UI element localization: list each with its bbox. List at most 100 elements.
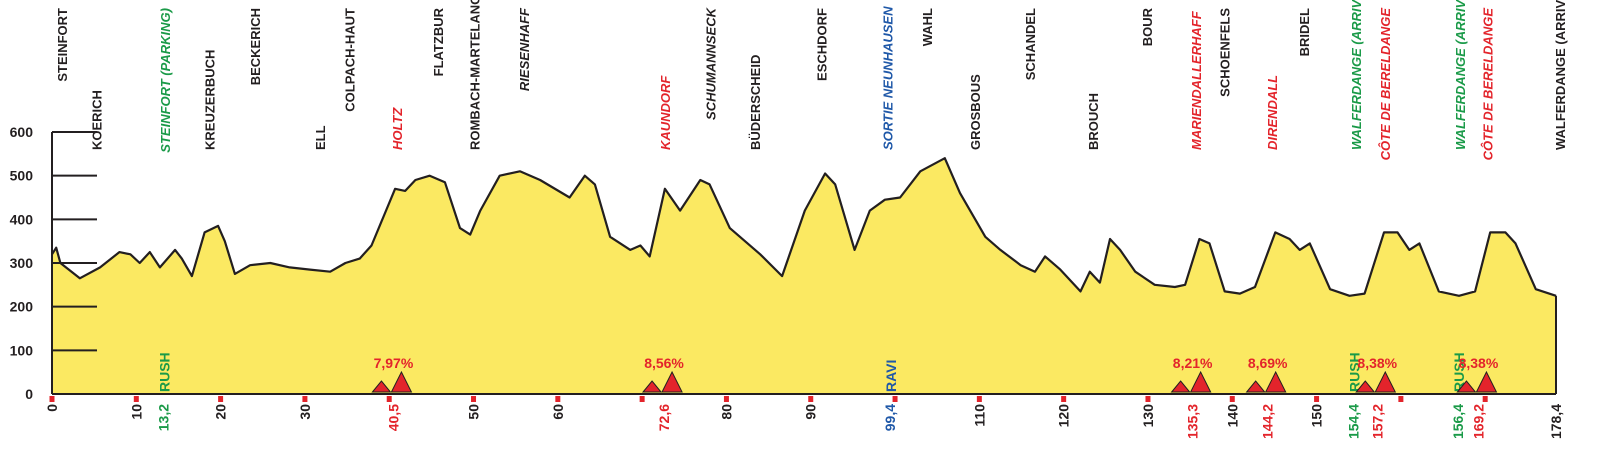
x-tick <box>49 396 55 402</box>
x-tick-label: 90 <box>803 404 819 420</box>
climb-icon <box>1264 370 1287 393</box>
x-tick <box>1314 396 1320 402</box>
x-tick-label: 20 <box>213 404 229 420</box>
place-label: HOLTZ <box>390 107 405 150</box>
x-tick <box>1145 396 1151 402</box>
y-tick-label: 200 <box>10 299 34 315</box>
climb-gradient: 8,21% <box>1173 355 1213 371</box>
x-tick <box>471 396 477 402</box>
place-label: BOUR <box>1140 7 1155 46</box>
profile-line <box>51 157 1557 297</box>
place-label: BROUCH <box>1086 93 1101 150</box>
x-tick-label: 50 <box>466 404 482 420</box>
x-tick <box>302 396 308 402</box>
climb-icon <box>1374 370 1397 393</box>
x-tick <box>1482 396 1488 402</box>
climb-icon-small <box>1170 380 1191 393</box>
x-tick-label: 110 <box>971 404 987 427</box>
place-label: WAHL <box>920 8 935 46</box>
climb-icon <box>661 370 683 393</box>
place-label: ROMBACH-MARTELANGE <box>467 0 482 150</box>
km-marker-label: 156,4 <box>1450 404 1466 439</box>
km-marker-label: 135,3 <box>1185 404 1201 439</box>
place-label: SCHANDEL <box>1023 8 1038 80</box>
place-label: WALFERDANGE (ARRIVEE) <box>1453 0 1468 150</box>
climb-icon-small <box>1355 380 1376 393</box>
place-label: CÔTE DE BERELDANGE <box>1481 8 1496 161</box>
y-tick-label: 400 <box>10 211 34 227</box>
climb-gradient: 8,38% <box>1357 355 1397 371</box>
place-label: WALFERDANGE (ARRIVEE) <box>1349 0 1364 150</box>
climb-gradient: 7,97% <box>374 355 414 371</box>
x-tick-label: 0 <box>44 404 60 412</box>
km-marker-label: 99,4 <box>882 404 898 431</box>
place-label: ESCHDORF <box>815 8 830 81</box>
place-label: SORTIE NEUNHAUSEN <box>880 6 895 150</box>
y-tick-label: 600 <box>10 124 34 140</box>
km-marker-label: 13,2 <box>155 404 171 431</box>
km-marker-label: 40,5 <box>385 404 401 431</box>
x-tick <box>1229 396 1235 402</box>
x-tick-label: 10 <box>128 404 144 420</box>
x-tick <box>555 396 561 402</box>
km-marker-label: 154,4 <box>1346 404 1362 439</box>
place-label: KAUNDORF <box>658 75 673 150</box>
km-marker-label: 144,2 <box>1260 404 1276 439</box>
x-tick <box>133 396 139 402</box>
climb-icon-small <box>1245 380 1266 393</box>
climb-gradient: 8,69% <box>1248 355 1288 371</box>
x-tick-label: 130 <box>1140 404 1156 428</box>
x-tick <box>386 396 392 402</box>
climb-icon-small <box>641 380 663 393</box>
sprint-label: RAVI <box>883 360 899 392</box>
km-marker-label: 178,4 <box>1548 404 1564 439</box>
x-tick <box>639 396 645 402</box>
x-tick-label: 140 <box>1224 404 1240 428</box>
place-label: SCHOENFELS <box>1218 8 1233 97</box>
km-marker-label: 157,2 <box>1369 404 1385 439</box>
km-marker-label: 72,6 <box>656 404 672 431</box>
place-label: SCHUMANNSECK <box>703 6 718 120</box>
place-label: WALFERDANGE (ARRIVEE) <box>1553 0 1568 150</box>
climb-icon-small <box>1456 380 1477 393</box>
x-tick <box>976 396 982 402</box>
climb-icon <box>390 370 413 393</box>
x-tick-label: 150 <box>1309 404 1325 428</box>
x-tick-label: 80 <box>718 404 734 420</box>
place-label: KOERICH <box>90 90 105 150</box>
x-tick-label: 30 <box>297 404 313 420</box>
place-label: STEINFORT (PARKING) <box>158 8 173 153</box>
x-tick <box>808 396 814 402</box>
x-tick-label: 60 <box>550 404 566 420</box>
km-marker-label: 169,2 <box>1470 404 1486 439</box>
place-label: BÜDERSCHEID <box>748 55 763 150</box>
x-tick <box>1061 396 1067 402</box>
place-label: KREUZERBUCH <box>203 50 218 150</box>
place-label: DIRENDALL <box>1265 75 1280 150</box>
place-label: MARIENDALLERHAFF <box>1189 10 1204 150</box>
place-label: COLPACH-HAUT <box>343 8 358 112</box>
climb-icon <box>1189 370 1212 393</box>
place-label: CÔTE DE BERELDANGE <box>1378 8 1393 161</box>
x-tick-label: 120 <box>1056 404 1072 428</box>
climb-icon-small <box>371 380 392 393</box>
climb-gradient: 8,38% <box>1459 355 1499 371</box>
x-tick <box>1398 396 1404 402</box>
climb-gradient: 8,56% <box>644 355 684 371</box>
y-tick-label: 0 <box>25 386 33 402</box>
x-tick <box>892 396 898 402</box>
place-label: STEINFORT <box>55 8 70 82</box>
area-fill <box>52 158 1556 394</box>
x-tick <box>723 396 729 402</box>
place-label: RIESENHAFF <box>517 7 532 91</box>
place-label: GROSBOUS <box>968 74 983 150</box>
place-label: BECKERICH <box>248 8 263 85</box>
y-tick-label: 500 <box>10 168 34 184</box>
sprint-label: RUSH <box>1451 352 1467 392</box>
place-label: FLATZBUR <box>431 7 446 76</box>
climb-icon <box>1475 370 1498 393</box>
y-tick-label: 300 <box>10 255 34 271</box>
place-label: BRIDEL <box>1297 8 1312 56</box>
x-tick <box>218 396 224 402</box>
